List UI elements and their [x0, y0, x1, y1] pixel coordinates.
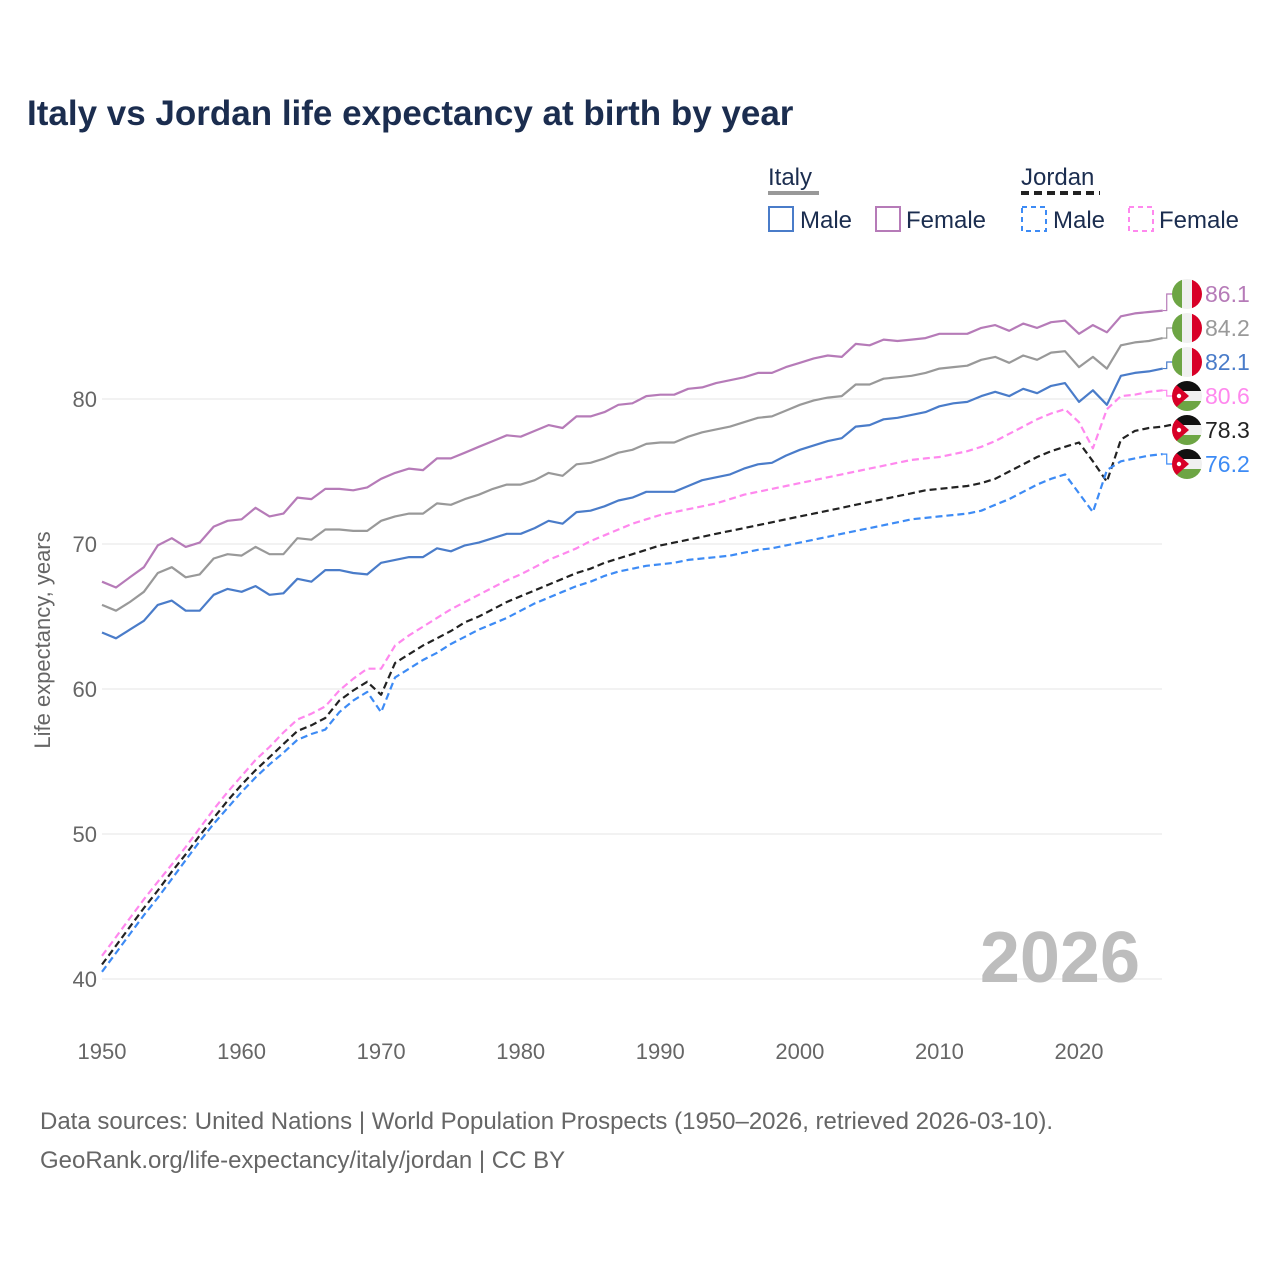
legend: Italy Male Female Jordan Male Female [768, 164, 1239, 234]
legend-jordan-female[interactable]: Female [1159, 207, 1239, 234]
flag-body [1172, 449, 1202, 479]
x-tick-label: 2010 [915, 1039, 964, 1064]
legend-italy-male[interactable]: Male [800, 207, 852, 234]
flag-body [1172, 347, 1202, 377]
end-value-label: 86.1 [1205, 281, 1250, 307]
end-value-label: 76.2 [1205, 451, 1250, 477]
legend-jordan-male[interactable]: Male [1053, 207, 1105, 234]
end-value-label: 78.3 [1205, 417, 1250, 443]
series-line-jordan-male [101, 453, 1163, 973]
end-value-label: 84.2 [1205, 315, 1250, 341]
x-tick-label: 1970 [357, 1039, 406, 1064]
flag-stripe [1182, 347, 1192, 377]
series-line-jordan-total [101, 422, 1177, 966]
legend-swatch-italy-female [875, 206, 901, 232]
legend-group-jordan: Jordan [1021, 164, 1094, 191]
series-line-italy-total [101, 337, 1163, 612]
flag-stripe [1192, 313, 1202, 343]
y-axis-label: Life expectancy, years [30, 531, 55, 748]
flag-stripe [1172, 449, 1202, 459]
series-line-italy-male [101, 367, 1163, 640]
x-tick-label: 1950 [78, 1039, 127, 1064]
y-tick-label: 80 [73, 387, 97, 412]
flag-stripe [1182, 313, 1192, 343]
flag-stripe [1182, 279, 1192, 309]
end-value-label: 80.6 [1205, 383, 1250, 409]
source-line: Data sources: United Nations | World Pop… [40, 1108, 1054, 1135]
flag-stripe [1192, 279, 1202, 309]
y-tick-label: 40 [73, 967, 97, 992]
label-connector [1162, 327, 1173, 339]
x-tick-label: 1980 [496, 1039, 545, 1064]
legend-swatch-jordan-female [1128, 206, 1154, 232]
flag-star [1176, 393, 1182, 399]
x-tick-label: 1960 [217, 1039, 266, 1064]
flag-stripe [1172, 469, 1202, 479]
x-tick-label: 2020 [1055, 1039, 1104, 1064]
italy-flag-icon [1172, 313, 1202, 343]
flag-stripe [1172, 401, 1202, 411]
flag-stripe [1172, 347, 1182, 377]
label-connector [1162, 293, 1173, 312]
series-line-italy-female [101, 309, 1163, 589]
flag-body [1172, 381, 1202, 411]
label-connector [1162, 453, 1173, 465]
series-line-jordan-female [101, 389, 1163, 957]
end-value-label: 82.1 [1205, 349, 1250, 375]
y-tick-label: 50 [73, 822, 97, 847]
jordan-flag-icon [1172, 381, 1202, 411]
flag-stripe [1172, 313, 1182, 343]
legend-group-italy: Italy [768, 164, 812, 191]
flag-body [1172, 313, 1202, 343]
flag-stripe [1172, 279, 1182, 309]
legend-swatch-italy-male [768, 206, 794, 232]
year-watermark: 2026 [980, 918, 1140, 998]
x-tick-label: 2000 [775, 1039, 824, 1064]
label-connector [1162, 361, 1173, 370]
flag-stripe [1192, 347, 1202, 377]
y-tick-label: 60 [73, 677, 97, 702]
y-tick-label: 70 [73, 532, 97, 557]
x-tick-label: 1990 [636, 1039, 685, 1064]
italy-flag-icon [1172, 279, 1202, 309]
source-link[interactable]: GeoRank.org/life-expectancy/italy/jordan… [40, 1147, 566, 1174]
flag-stripe [1172, 435, 1202, 445]
flag-body [1172, 279, 1202, 309]
jordan-flag-icon [1172, 449, 1202, 479]
flag-star [1176, 427, 1182, 433]
label-connector [1162, 389, 1173, 397]
jordan-flag-icon [1172, 415, 1202, 445]
flag-stripe [1172, 415, 1202, 425]
flag-body [1172, 415, 1202, 445]
flag-star [1176, 461, 1182, 467]
legend-swatch-jordan-male [1021, 206, 1047, 232]
legend-italy-female[interactable]: Female [906, 207, 986, 234]
flag-stripe [1172, 381, 1202, 391]
chart-title: Italy vs Jordan life expectancy at birth… [27, 94, 794, 133]
italy-flag-icon [1172, 347, 1202, 377]
